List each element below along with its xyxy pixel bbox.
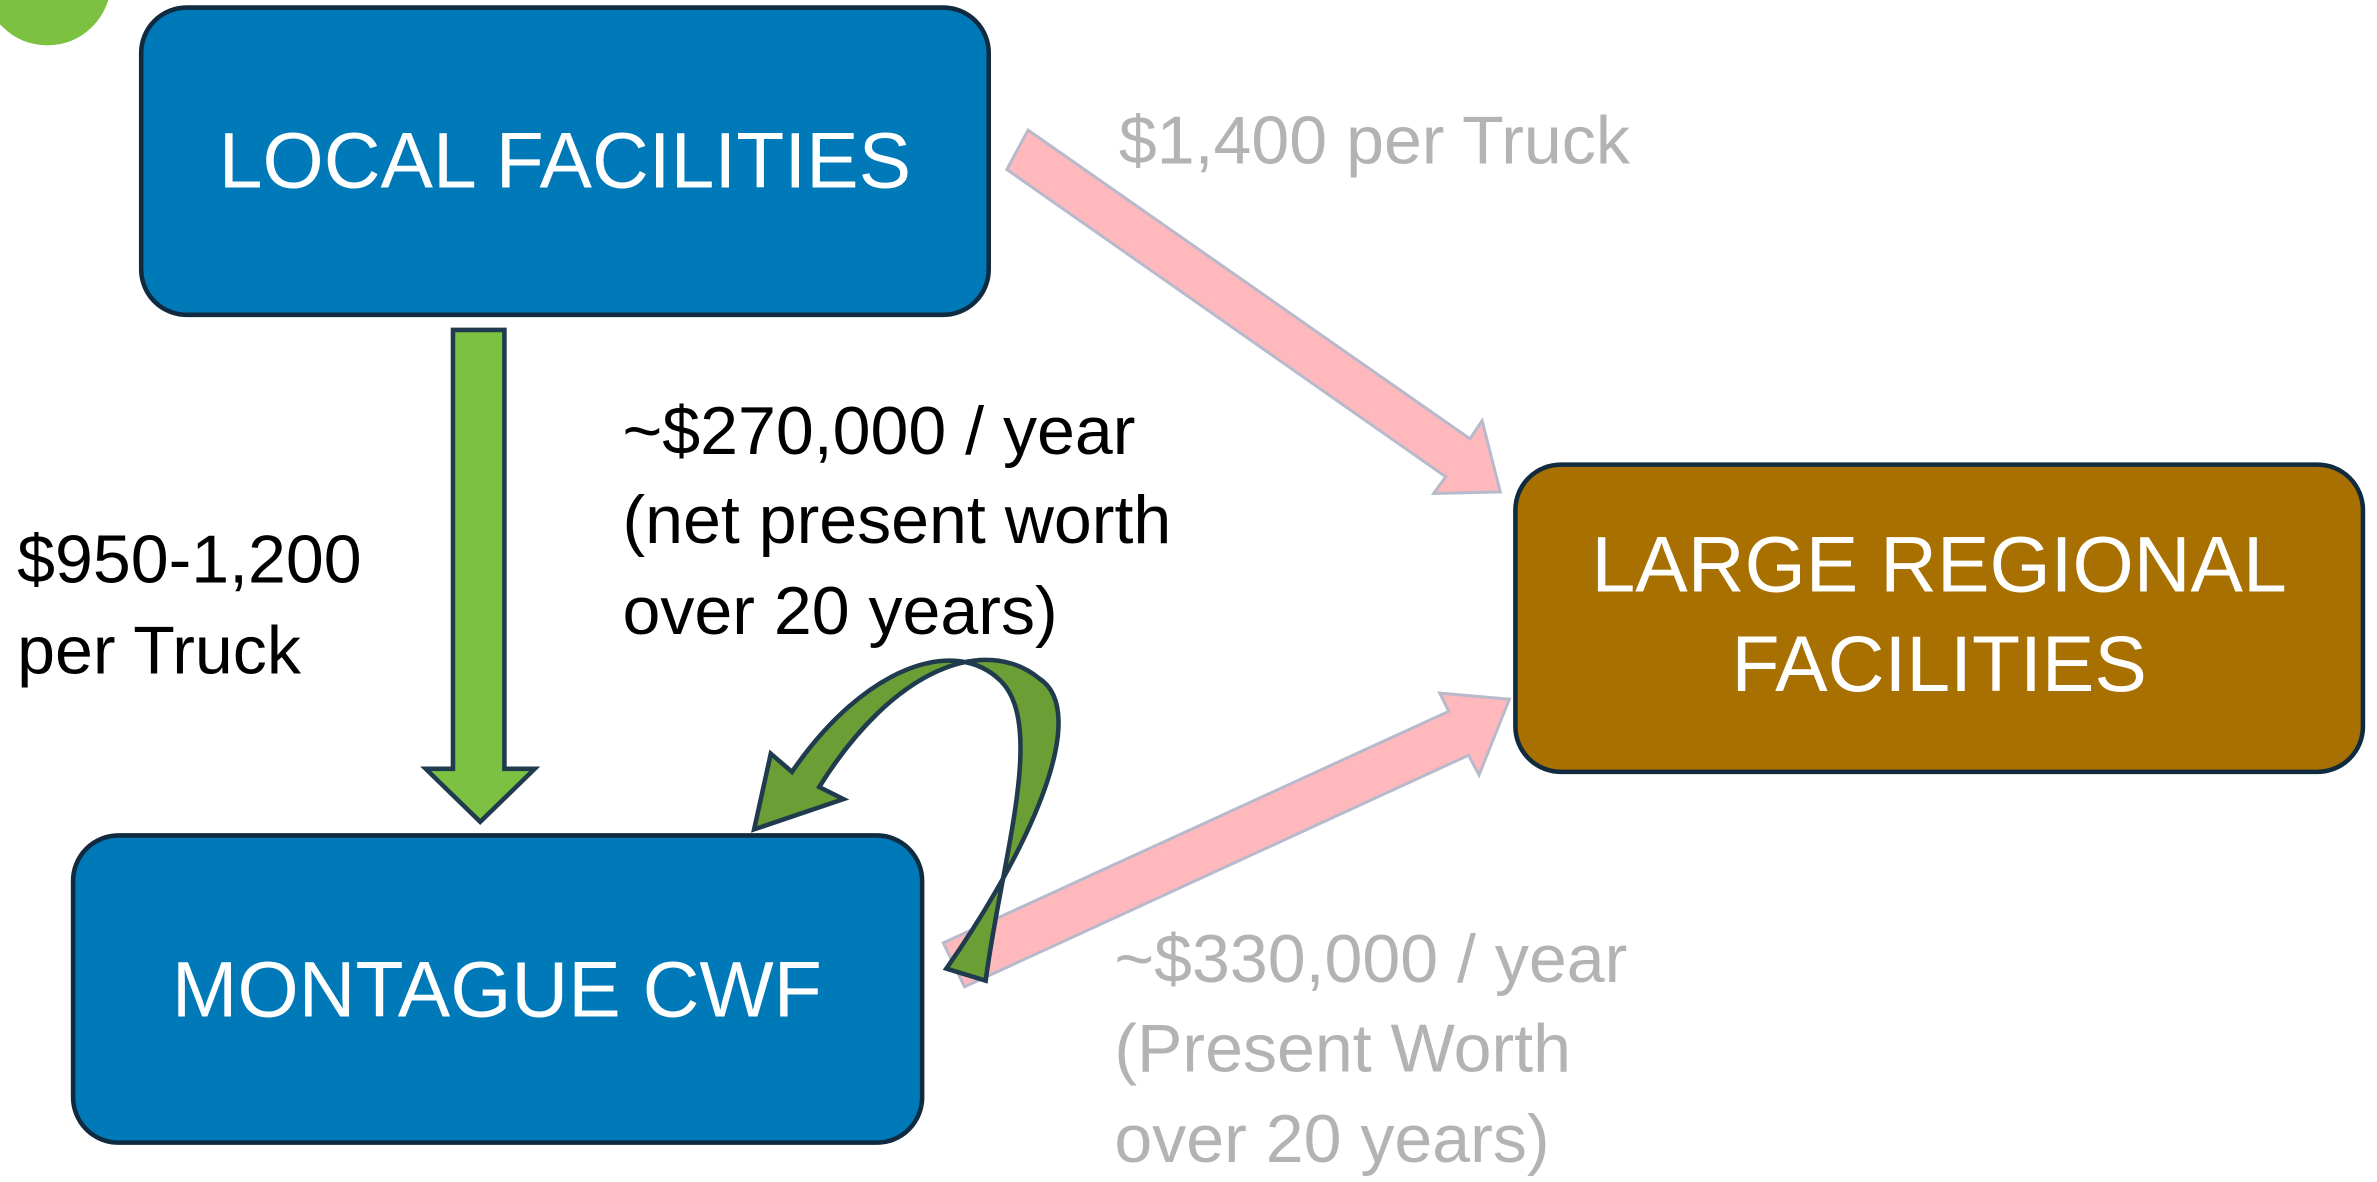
node-box	[1513, 462, 2366, 775]
edge-label: over 20 years)	[622, 573, 1057, 649]
node-box	[138, 5, 991, 318]
edge-label: $1,400 per Truck	[1119, 102, 1631, 178]
edge-label: (net present worth	[622, 482, 1171, 558]
edge-label: ~$270,000 / year	[622, 393, 1135, 469]
arrow-montague-to-regional	[941, 691, 1512, 989]
edge-label: (Present Worth	[1114, 1010, 1571, 1086]
arrow-recycle	[751, 657, 1061, 984]
node-box	[70, 833, 925, 1145]
edge-label: ~$330,000 / year	[1114, 921, 1627, 997]
edge-label: per Truck	[17, 612, 302, 688]
node-label: LARGE REGIONAL	[1592, 520, 2287, 608]
arrow-local-to-regional	[1004, 127, 1503, 495]
arrow-local-to-montague	[420, 327, 541, 825]
node-label: FACILITIES	[1731, 620, 2146, 708]
node-label: MONTAGUE CWF	[172, 946, 822, 1034]
corner-decoration	[0, 0, 109, 46]
edge-label: over 20 years)	[1114, 1101, 1549, 1177]
node-label: LOCAL FACILITIES	[219, 116, 911, 204]
edge-label: $950-1,200	[17, 521, 362, 597]
